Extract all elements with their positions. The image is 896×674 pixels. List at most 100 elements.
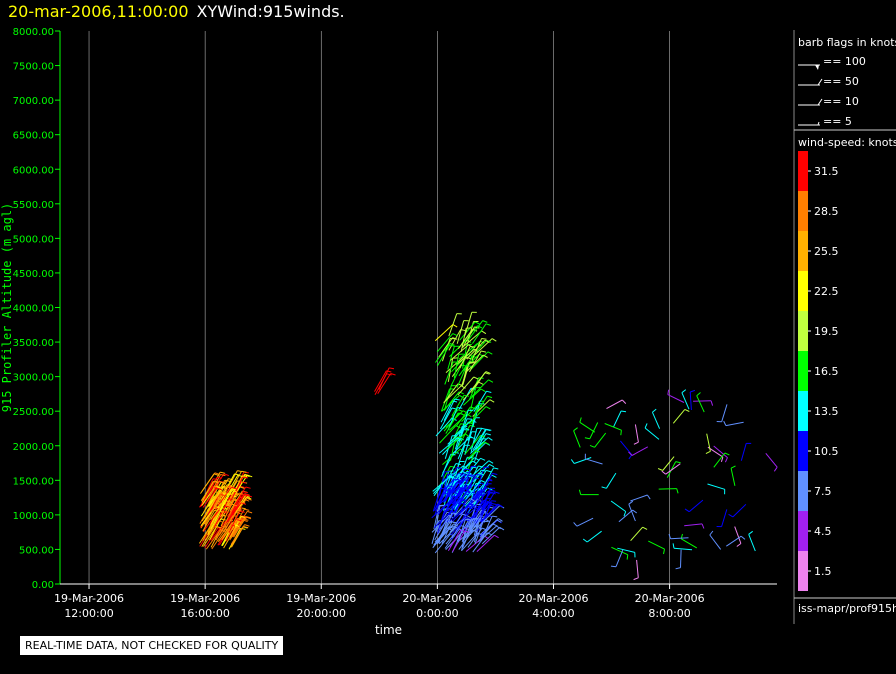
wind-barb-flag	[242, 476, 248, 479]
wind-barb-flag	[218, 480, 225, 484]
wind-barb-shaft	[201, 481, 214, 503]
wind-barb-flag	[720, 456, 724, 462]
wind-barb-shaft	[438, 437, 458, 454]
wind-barb-shaft	[481, 515, 493, 539]
wind-barb-shaft	[462, 326, 475, 348]
wind-barb-shaft	[617, 547, 635, 553]
wind-barb-shaft	[612, 410, 622, 428]
wind-barb-shaft	[211, 528, 226, 550]
wind-barb-shaft	[206, 481, 220, 503]
wind-barb-flag	[487, 437, 493, 441]
wind-barb-flag	[234, 524, 240, 527]
wind-barb-shaft	[611, 546, 629, 556]
wind-barb-shaft	[450, 437, 457, 461]
wind-barb-flag	[710, 400, 714, 406]
wind-barb-flag	[620, 430, 622, 436]
colorbar-label: 16.5	[814, 365, 839, 378]
wind-barb-shaft	[474, 428, 487, 451]
wind-barb-flag	[449, 344, 455, 347]
wind-barb-flag	[478, 465, 484, 468]
wind-barb-shaft	[450, 364, 462, 387]
wind-barb-flag	[467, 418, 473, 420]
colorbar-swatch	[798, 151, 808, 191]
wind-barb-shaft	[219, 488, 232, 511]
title-datetime: 20-mar-2006,11:00:00	[8, 2, 189, 21]
wind-barb-flag	[386, 370, 392, 373]
wind-barb-shaft	[696, 395, 705, 413]
wind-barb-flag	[579, 417, 582, 423]
wind-barb-flag	[457, 437, 462, 441]
wind-barb-flag	[234, 473, 240, 476]
wind-barb-flag	[491, 503, 497, 505]
wind-barb-flag	[390, 373, 396, 376]
wind-barb-shaft	[445, 356, 465, 373]
wind-barb-shaft	[707, 446, 724, 458]
wind-barb-flag	[570, 459, 575, 464]
wind-barb-shaft	[462, 477, 475, 499]
wind-barb-shaft	[455, 429, 465, 453]
wind-barb-flag	[675, 461, 681, 464]
wind-barb-shaft	[459, 491, 471, 515]
wind-barb-shaft	[480, 498, 487, 523]
wind-barb-flag	[740, 535, 746, 540]
wind-barb-shaft	[618, 509, 633, 523]
wind-barb-shaft	[472, 429, 486, 451]
wind-barb-flag	[218, 520, 224, 523]
wind-barb-shaft	[476, 467, 485, 491]
y-tick-label: 2500.00	[13, 407, 54, 418]
wind-barb-flag	[672, 543, 675, 549]
wind-barb-shaft	[726, 535, 742, 547]
wind-barb-shaft	[210, 491, 223, 514]
wind-barb-flag	[472, 460, 478, 465]
wind-barb-shaft	[473, 395, 488, 417]
wind-barb-shaft	[573, 430, 581, 448]
wind-barb-flag	[499, 526, 505, 531]
wind-barb-shaft	[217, 522, 234, 542]
x-axis-label: time	[375, 623, 402, 637]
wind-barb-shaft	[457, 507, 477, 524]
wind-barb-flag	[684, 508, 690, 513]
wind-barb-shaft	[670, 537, 689, 540]
wind-barb-shaft	[454, 460, 473, 478]
wind-barb-shaft	[462, 525, 473, 549]
wind-barb-shaft	[765, 452, 778, 468]
wind-barb-shaft	[232, 486, 247, 508]
colorbar-title: wind-speed: knots	[798, 136, 896, 149]
wind-barb-flag	[469, 424, 475, 427]
wind-barb-flag	[632, 509, 637, 514]
quality-warning: REAL-TIME DATA, NOT CHECKED FOR QUALITY	[20, 636, 284, 655]
wind-barb-shaft	[469, 350, 482, 373]
wind-barb-flag	[468, 474, 474, 478]
wind-barb-flag	[461, 531, 467, 536]
wind-barb-flag	[491, 500, 497, 502]
wind-barb-shaft	[447, 529, 462, 551]
wind-barb-shaft	[229, 519, 244, 541]
wind-barb-flag	[218, 510, 224, 513]
wind-barb-shaft	[434, 519, 448, 541]
wind-barb-flag	[663, 548, 665, 555]
wind-barb-flag	[487, 395, 493, 399]
wind-barb-shaft	[673, 547, 693, 551]
y-tick-label: 500.00	[19, 545, 54, 556]
wind-barb-flag	[474, 450, 481, 453]
wind-barb-shaft	[464, 312, 473, 336]
wind-barb-shaft	[480, 503, 498, 522]
wind-barb-shaft	[216, 486, 232, 507]
wind-barb-flag	[231, 490, 237, 493]
wind-barb-flag	[237, 517, 243, 520]
wind-barb-shaft	[689, 391, 692, 411]
wind-barb-shaft	[434, 324, 454, 342]
wind-barb-shaft	[713, 452, 726, 468]
wind-barb-shaft	[437, 510, 445, 534]
wind-barb-shaft	[199, 473, 215, 494]
wind-barb-flag	[628, 500, 634, 505]
wind-barb-shaft	[374, 373, 388, 395]
wind-barb-flag	[675, 567, 681, 570]
wind-barb-flag	[644, 423, 648, 429]
wind-barb-shaft	[461, 403, 479, 422]
wind-barb-flag	[485, 433, 491, 436]
wind-barb-flag	[220, 518, 226, 521]
wind-barb-shaft	[464, 434, 481, 455]
wind-barb-shaft	[463, 518, 474, 541]
